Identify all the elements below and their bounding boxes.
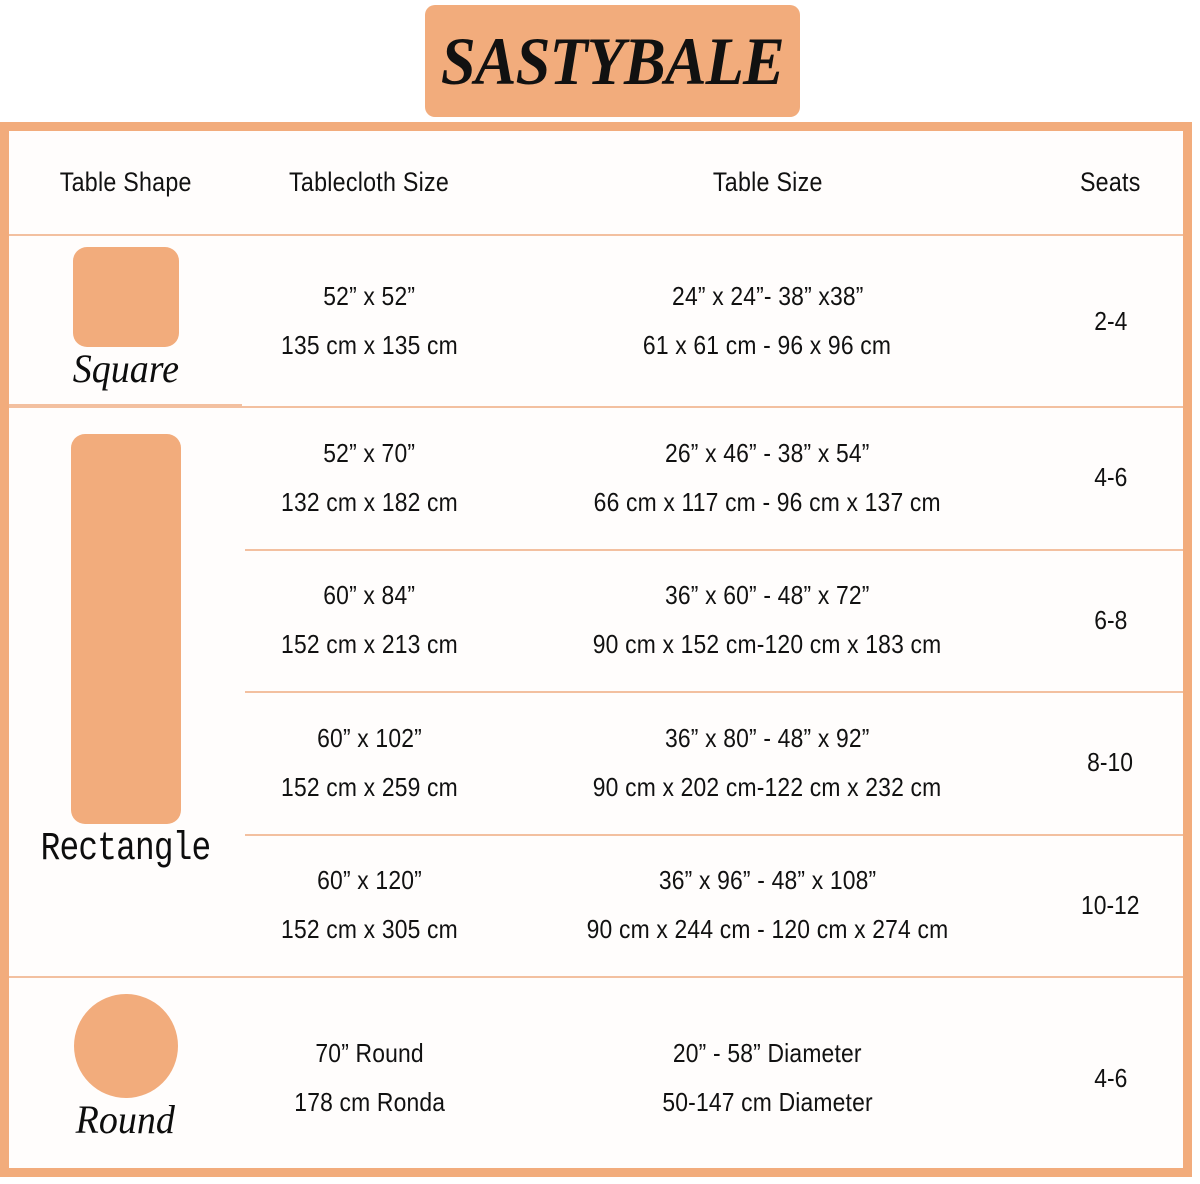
table-size-cm: 90 cm x 152 cm-120 cm x 183 cm xyxy=(593,629,942,659)
shape-group-square: Square xyxy=(9,236,242,406)
cell-seats: 8-10 xyxy=(1038,747,1183,778)
tablecloth-size-cm: 152 cm x 259 cm xyxy=(281,771,458,802)
cell-tablecloth-size: 70” Round 178 cm Ronda xyxy=(242,1038,497,1118)
table-size-inches: 36” x 60” - 48” x 72” xyxy=(665,580,870,610)
table-size-cm: 61 x 61 cm - 96 x 96 cm xyxy=(643,330,892,360)
rounded-square-shape-icon xyxy=(72,247,179,347)
cell-seats: 2-4 xyxy=(1038,306,1183,337)
header-label-seats: Seats xyxy=(1080,167,1141,197)
cell-table-size: 20” - 58” Diameter 50-147 cm Diameter xyxy=(497,1038,1038,1118)
tablecloth-size-cm: 178 cm Ronda xyxy=(294,1087,445,1117)
seats-value: 4-6 xyxy=(1093,462,1128,492)
table-size-inches: 36” x 80” - 48” x 92” xyxy=(665,722,870,753)
tablecloth-size-cm: 135 cm x 135 cm xyxy=(281,330,458,360)
table-size-inches: 20” - 58” Diameter xyxy=(673,1038,862,1068)
shape-label-rectangle: Rectangle xyxy=(40,827,212,872)
table-header-row: Table Shape Tablecloth Size Table Size S… xyxy=(9,131,1183,236)
tablecloth-size-cm: 152 cm x 213 cm xyxy=(281,629,458,659)
shape-group-rectangle: Rectangle xyxy=(9,406,242,978)
cell-table-size: 36” x 96” - 48” x 108” 90 cm x 244 cm - … xyxy=(497,865,1038,945)
cell-tablecloth-size: 60” x 120” 152 cm x 305 cm xyxy=(242,865,497,945)
table-row: 52” x 52” 135 cm x 135 cm 24” x 24”- 38”… xyxy=(242,236,1183,406)
table-size-cm: 90 cm x 202 cm-122 cm x 232 cm xyxy=(593,771,942,802)
seats-value: 10-12 xyxy=(1081,889,1140,920)
header-cell-seats: Seats xyxy=(1038,131,1183,234)
cell-seats: 6-8 xyxy=(1038,605,1183,636)
data-rows-column: 52” x 52” 135 cm x 135 cm 24” x 24”- 38”… xyxy=(9,236,1183,1184)
cell-tablecloth-size: 60” x 102” 152 cm x 259 cm xyxy=(242,723,497,803)
table-row: 70” Round 178 cm Ronda 20” - 58” Diamete… xyxy=(9,976,1183,1180)
header-label-tablecloth-size: Tablecloth Size xyxy=(289,167,450,197)
seats-value: 8-10 xyxy=(1087,747,1134,777)
header-cell-tablecloth-size: Tablecloth Size xyxy=(242,131,497,234)
shape-group-round: Round xyxy=(9,978,242,1182)
tablecloth-size-inches: 52” x 52” xyxy=(323,281,416,311)
cell-table-size: 36” x 60” - 48” x 72” 90 cm x 152 cm-120… xyxy=(497,580,1038,660)
tablecloth-size-inches: 60” x 120” xyxy=(317,865,422,895)
cell-seats: 10-12 xyxy=(1038,890,1183,921)
table-row: 60” x 84” 152 cm x 213 cm 36” x 60” - 48… xyxy=(242,549,1183,691)
header-cell-table-size: Table Size xyxy=(497,131,1038,234)
header-cell-table-shape: Table Shape xyxy=(9,131,242,234)
shape-label-round: Round xyxy=(75,1097,176,1142)
table-row: 52” x 70” 132 cm x 182 cm 26” x 46” - 38… xyxy=(9,406,1183,549)
brand-banner: SASTYBALE xyxy=(425,5,800,117)
tablecloth-size-inches: 70” Round xyxy=(315,1038,424,1068)
cell-tablecloth-size: 52” x 52” 135 cm x 135 cm xyxy=(242,281,497,361)
cell-seats: 4-6 xyxy=(1038,1063,1183,1094)
tablecloth-size-chart: Table Shape Tablecloth Size Table Size S… xyxy=(0,122,1192,1177)
tablecloth-size-cm: 132 cm x 182 cm xyxy=(281,486,458,517)
rounded-rectangle-shape-icon xyxy=(70,434,181,824)
circle-shape-icon xyxy=(73,994,178,1098)
header-label-table-shape: Table Shape xyxy=(59,167,192,197)
table-body: Square Rectangle Round 52” x 52” 1 xyxy=(9,236,1183,1184)
cell-table-size: 36” x 80” - 48” x 92” 90 cm x 202 cm-122… xyxy=(497,723,1038,803)
table-size-cm: 90 cm x 244 cm - 120 cm x 274 cm xyxy=(586,914,949,944)
table-size-inches: 26” x 46” - 38” x 54” xyxy=(665,437,870,468)
brand-wordmark: SASTYBALE xyxy=(441,22,785,99)
cell-tablecloth-size: 52” x 70” 132 cm x 182 cm xyxy=(242,438,497,518)
table-size-inches: 36” x 96” - 48” x 108” xyxy=(658,865,877,895)
table-size-inches: 24” x 24”- 38” x38” xyxy=(671,281,864,311)
shape-label-square: Square xyxy=(72,346,179,391)
seats-value: 6-8 xyxy=(1093,604,1128,635)
shape-column: Square Rectangle Round xyxy=(9,236,242,1184)
seats-value: 2-4 xyxy=(1093,305,1128,336)
cell-table-size: 26” x 46” - 38” x 54” 66 cm x 117 cm - 9… xyxy=(497,438,1038,518)
cell-tablecloth-size: 60” x 84” 152 cm x 213 cm xyxy=(242,580,497,660)
table-row: 60” x 102” 152 cm x 259 cm 36” x 80” - 4… xyxy=(242,691,1183,834)
table-size-cm: 50-147 cm Diameter xyxy=(662,1087,873,1117)
table-size-cm: 66 cm x 117 cm - 96 cm x 137 cm xyxy=(593,486,942,517)
cell-table-size: 24” x 24”- 38” x38” 61 x 61 cm - 96 x 96… xyxy=(497,281,1038,361)
cell-seats: 4-6 xyxy=(1038,462,1183,493)
tablecloth-size-inches: 60” x 84” xyxy=(323,580,416,610)
header-label-table-size: Table Size xyxy=(712,167,823,197)
tablecloth-size-cm: 152 cm x 305 cm xyxy=(281,914,458,944)
tablecloth-size-inches: 60” x 102” xyxy=(317,722,422,753)
tablecloth-size-inches: 52” x 70” xyxy=(323,437,416,468)
seats-value: 4-6 xyxy=(1093,1062,1128,1093)
chart-inner: Table Shape Tablecloth Size Table Size S… xyxy=(9,131,1183,1168)
table-row: 60” x 120” 152 cm x 305 cm 36” x 96” - 4… xyxy=(242,834,1183,976)
